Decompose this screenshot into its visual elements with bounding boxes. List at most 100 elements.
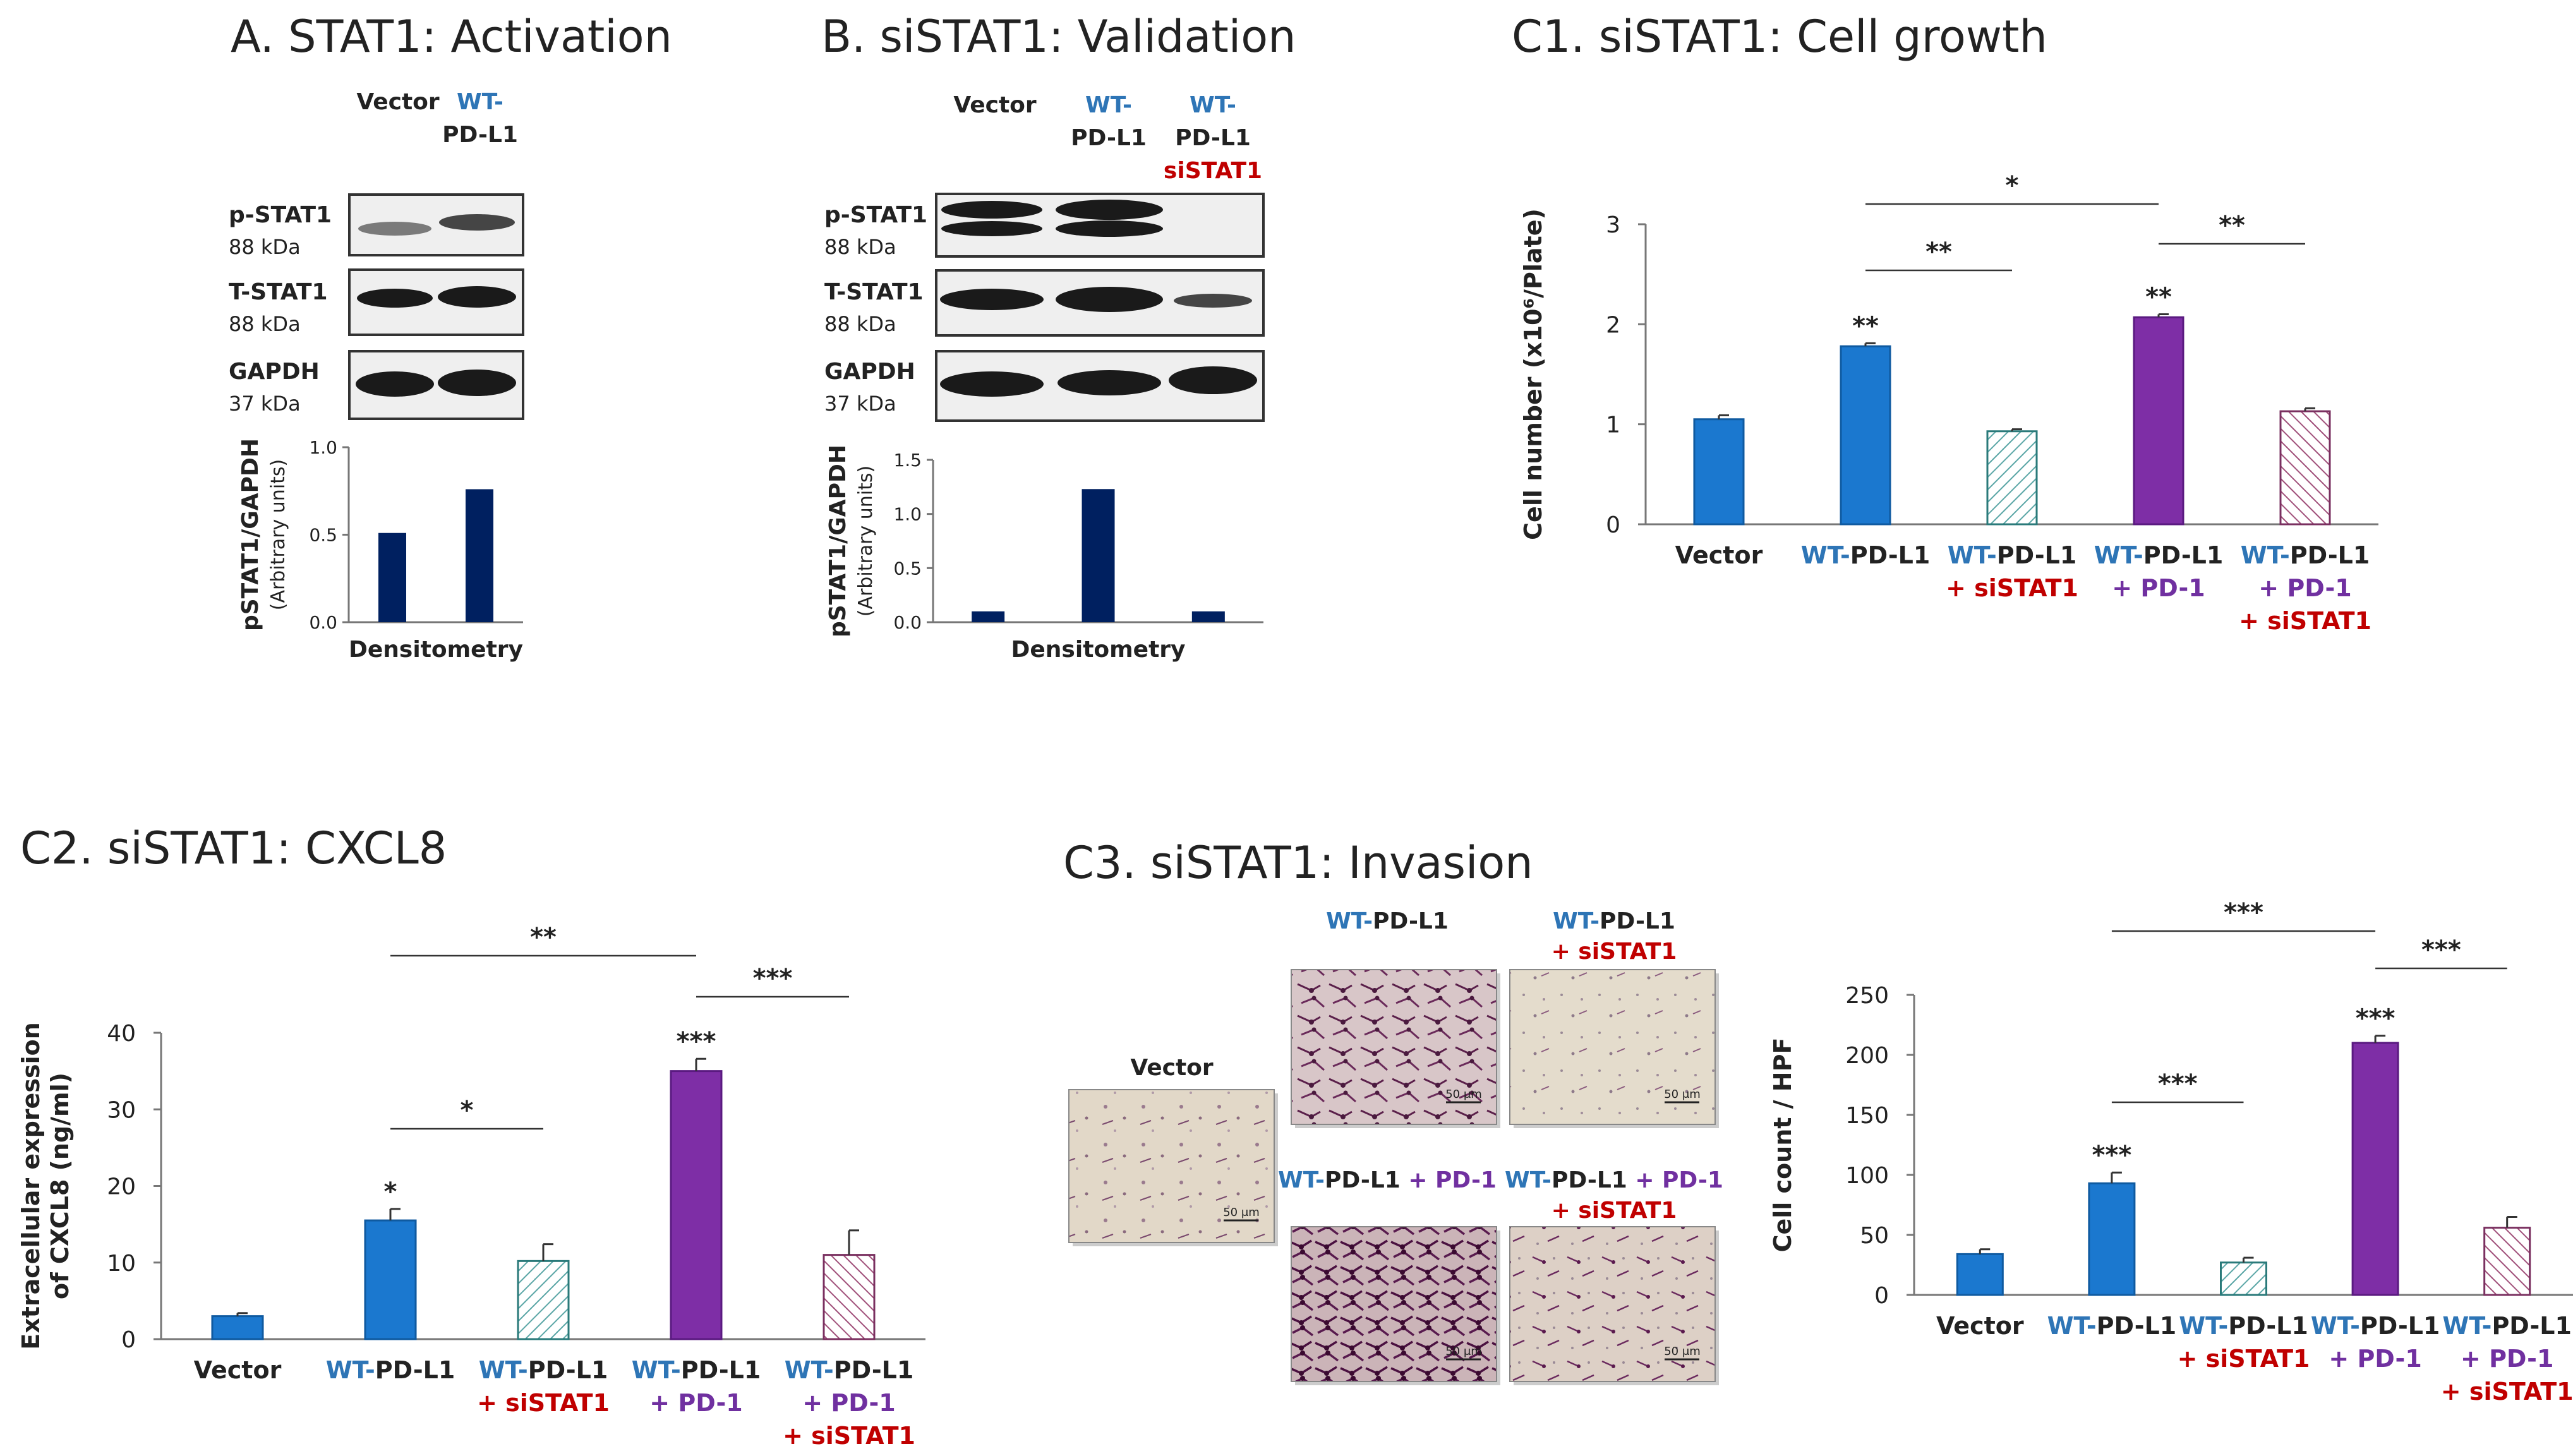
y-axis-label: Extracellular expression — [17, 1022, 45, 1349]
band — [1056, 220, 1163, 237]
x-tick-label-part: PD-L1 — [1850, 541, 1931, 569]
panel-b-lane-labels: Vector WT- PD-L1 WT- PD-L1 siSTAT1 — [953, 92, 1262, 184]
bar — [1693, 418, 1745, 526]
panel-b-blot-labels: p-STAT1 88 kDa T-STAT1 88 kDa GAPDH 37 kDa — [824, 202, 927, 416]
micrograph-label-part: Vector — [1130, 1055, 1214, 1081]
bar — [2351, 1042, 2399, 1296]
panel-a-lane-labels: Vector WT- PD-L1 — [356, 89, 518, 148]
scale-bar-label: 50 μm — [1445, 1088, 1482, 1101]
x-tick-label: WT-PD-L1 — [479, 1356, 608, 1384]
micrograph-label-part: + PD-1 — [1627, 1167, 1723, 1193]
micrograph — [1509, 1226, 1716, 1382]
x-tick-label-part: + PD-1 — [2258, 574, 2351, 602]
x-tick-label-part: WT- — [326, 1356, 375, 1384]
micrograph-label-part: PD-L1 — [1600, 908, 1675, 934]
x-tick-label: + siSTAT1 — [2441, 1378, 2573, 1405]
band — [940, 371, 1044, 397]
x-tick-label: + PD-1 — [2258, 574, 2351, 602]
x-tick-label-part: + siSTAT1 — [477, 1389, 610, 1417]
x-tick-label-part: WT- — [2442, 1312, 2492, 1340]
bar — [2220, 1261, 2267, 1296]
bar — [364, 1219, 417, 1340]
micrograph-label-part: WT- — [1553, 908, 1600, 934]
bracket-label: *** — [2158, 1069, 2198, 1098]
y-tick-label: 100 — [1845, 1163, 1889, 1189]
band — [940, 289, 1044, 310]
micrograph-label-part: PD-L1 — [1373, 908, 1449, 934]
bar — [670, 1070, 723, 1340]
significance-label: ** — [2145, 283, 2172, 312]
x-axis-label: Densitometry — [1011, 637, 1186, 663]
bracket-label: *** — [2421, 936, 2461, 965]
micrograph — [1291, 969, 1497, 1125]
y-tick-label: 40 — [107, 1021, 136, 1047]
x-tick-label-part: + siSTAT1 — [783, 1422, 915, 1450]
bar — [972, 611, 1005, 622]
micrograph-label-part: PD-L1 — [1325, 1167, 1401, 1193]
bar — [466, 489, 493, 622]
lane-label: Vector — [356, 89, 440, 115]
x-tick-label: WT-PD-L1 — [2442, 1312, 2572, 1340]
panel-c3-title: C3. siSTAT1: Invasion — [1063, 837, 1533, 889]
significance-label: *** — [2356, 1004, 2395, 1033]
blot-label: T-STAT1 — [229, 279, 328, 305]
blot-kda: 37 kDa — [824, 392, 896, 416]
x-tick-label-part: WT- — [1948, 541, 1997, 569]
blot-label: p-STAT1 — [824, 202, 927, 228]
lane-label: WT- — [1085, 92, 1132, 118]
y-tick-label: 0.5 — [893, 558, 922, 579]
x-tick-label-part: PD-L1 — [528, 1356, 608, 1384]
bar — [517, 1260, 570, 1340]
x-tick-label-part: PD-L1 — [375, 1356, 455, 1384]
panel-a-blot-labels: p-STAT1 88 kDa T-STAT1 88 kDa GAPDH 37 kDa — [229, 202, 332, 416]
x-tick-label: + siSTAT1 — [2178, 1345, 2310, 1373]
x-tick-label-part: + siSTAT1 — [2239, 607, 2371, 635]
x-tick-label: + PD-1 — [2329, 1345, 2421, 1373]
scale-bar-label: 50 μm — [1223, 1206, 1260, 1219]
micrograph-label-part: PD-L1 — [1552, 1167, 1627, 1193]
x-tick-label: + PD-1 — [649, 1389, 742, 1417]
x-tick-label-part: Vector — [194, 1356, 282, 1384]
lane-label: WT- — [457, 89, 503, 115]
y-tick-label: 0 — [1606, 512, 1620, 538]
y-tick-label: 0.5 — [309, 525, 337, 546]
micrograph-label: WT-PD-L1 — [1553, 908, 1675, 934]
lane-label: siSTAT1 — [1164, 158, 1262, 184]
y-tick-label: 0 — [121, 1327, 136, 1353]
micrograph — [1068, 1089, 1275, 1243]
x-tick-label-part: + siSTAT1 — [1946, 574, 2078, 602]
bar — [1986, 430, 2038, 526]
x-tick-label: WT-PD-L1 — [2311, 1312, 2440, 1340]
y-tick-label: 3 — [1606, 212, 1620, 238]
x-tick-label-part: PD-L1 — [834, 1356, 914, 1384]
x-tick-label: + siSTAT1 — [783, 1422, 915, 1450]
x-tick-label: WT-PD-L1 — [2094, 541, 2224, 569]
bracket-label: ** — [1925, 238, 1952, 267]
y-tick-label: 0.0 — [893, 612, 922, 633]
x-tick-label-part: + PD-1 — [2461, 1345, 2553, 1373]
micrograph-label-part: WT- — [1505, 1167, 1552, 1193]
lane-label: Vector — [953, 92, 1037, 118]
x-tick-label-part: PD-L1 — [2492, 1312, 2572, 1340]
bracket-label: *** — [2224, 898, 2263, 927]
blot-kda: 88 kDa — [229, 312, 301, 336]
chart-c1-cell-growth: C1. siSTAT1: Cell growth0123Vector**WT-P… — [1512, 11, 2378, 635]
y-tick-label: 30 — [107, 1097, 136, 1123]
band — [1058, 370, 1161, 395]
panel-a: A. STAT1: Activation Vector WT- PD-L1 p-ST… — [229, 11, 672, 663]
micrograph-label: Vector — [1130, 1055, 1214, 1081]
band — [439, 214, 515, 231]
x-tick-label-part: + siSTAT1 — [2441, 1378, 2573, 1405]
scale-bar-label: 50 μm — [1445, 1345, 1482, 1358]
x-tick-label-part: Vector — [1675, 541, 1763, 569]
blot-kda: 37 kDa — [229, 392, 301, 416]
significance-label: * — [384, 1177, 397, 1206]
bar — [2133, 316, 2184, 526]
micrograph-label: WT-PD-L1 — [1326, 908, 1449, 934]
x-tick-label-part: PD-L1 — [2360, 1312, 2440, 1340]
micrograph-label: + siSTAT1 — [1552, 1198, 1677, 1224]
x-tick-label: WT-PD-L1 — [2241, 541, 2370, 569]
y-axis-label-2: (Arbitrary units) — [267, 459, 289, 611]
